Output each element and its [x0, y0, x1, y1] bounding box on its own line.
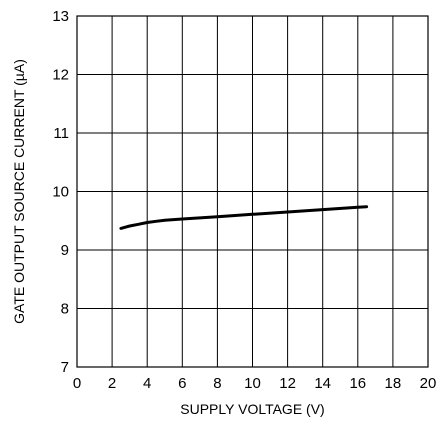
x-tick-label-5: 10: [244, 375, 261, 392]
x-tick-labels: 0 2 4 6 8 10 12 14 16 18 20: [73, 375, 437, 392]
y-tick-labels: 7 8 9 10 11 12 13: [52, 8, 69, 376]
plot-frame: [76, 15, 429, 368]
series-line-0: [119, 205, 369, 230]
y-tick-label-6: 13: [52, 8, 69, 25]
y-tick-label-1: 8: [61, 301, 69, 318]
x-tick-label-0: 0: [73, 375, 81, 392]
x-tick-label-7: 14: [314, 375, 331, 392]
x-tick-label-3: 6: [178, 375, 186, 392]
y-axis-title: GATE OUTPUT SOURCE CURRENT (µA): [11, 59, 27, 324]
x-tick-label-2: 4: [143, 375, 151, 392]
x-tick-label-8: 16: [349, 375, 366, 392]
x-tick-label-1: 2: [108, 375, 116, 392]
grid: [77, 16, 428, 367]
x-tick-label-6: 12: [279, 375, 296, 392]
series-layer: [119, 205, 369, 230]
x-axis-title: SUPPLY VOLTAGE (V): [180, 401, 324, 417]
y-tick-label-5: 12: [52, 67, 69, 84]
x-tick-label-4: 8: [213, 375, 221, 392]
y-tick-label-4: 11: [53, 125, 69, 142]
y-tick-label-3: 10: [52, 184, 69, 201]
y-tick-label-2: 9: [61, 242, 69, 259]
x-tick-label-9: 18: [385, 375, 402, 392]
x-tick-label-10: 20: [420, 375, 437, 392]
y-tick-label-0: 7: [61, 359, 69, 376]
